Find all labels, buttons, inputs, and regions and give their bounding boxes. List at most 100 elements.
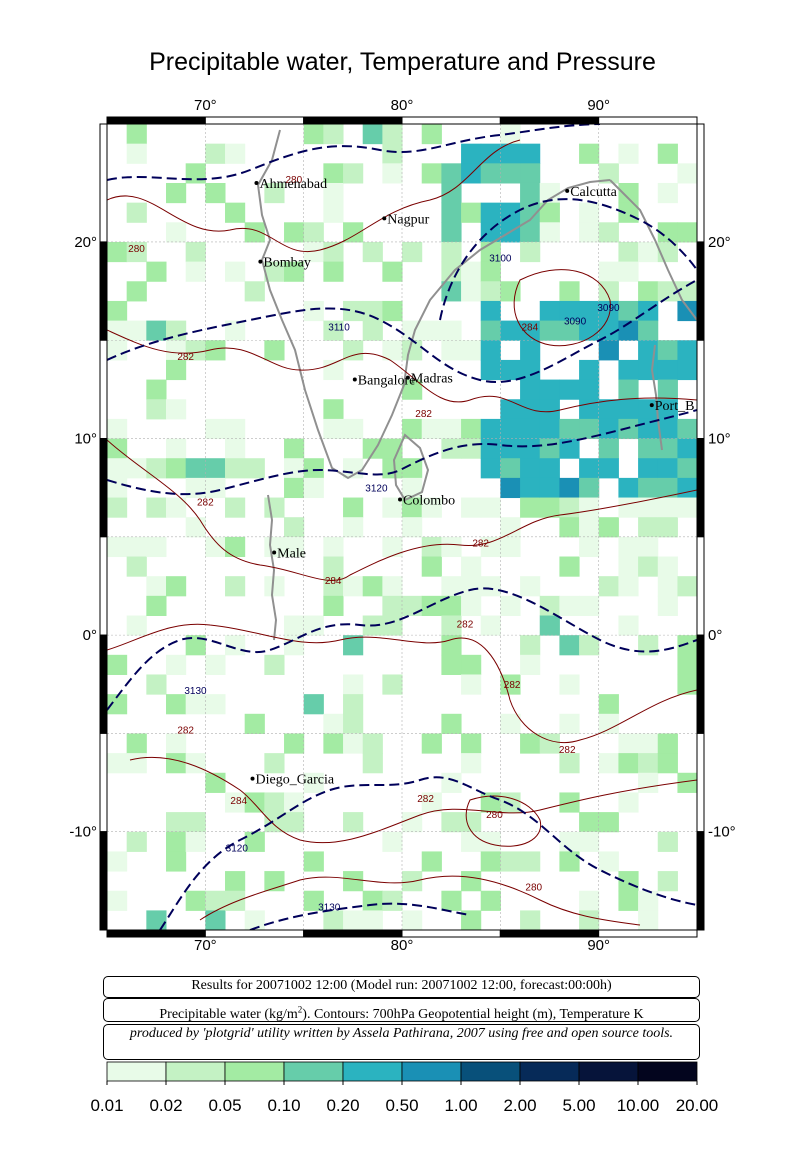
precip-cell [598,576,619,597]
results-text: Results for 20071002 12:00 (Model run: 2… [191,978,612,993]
precip-cell [520,635,541,656]
frame-bar [99,732,108,833]
precip-cell [146,320,167,341]
precip-cell [343,674,364,695]
precip-cell [303,300,324,322]
precip-cell [126,281,147,302]
precip-cell [323,576,344,597]
colorbar-swatch [637,1061,698,1082]
precip-cell [559,635,580,656]
precip-cell [421,320,442,341]
contour-label: 282 [415,409,432,420]
precip-cell [579,536,600,558]
contour-label: 280 [486,810,503,821]
precip-cell [539,477,560,499]
precip-cell [362,733,383,754]
colorbar-swatch [460,1061,521,1082]
precip-cell [441,163,462,184]
contour-label: 282 [504,680,521,691]
colorbar-label: 0.20 [326,1096,359,1115]
colorbar-swatch [578,1061,639,1082]
precip-cell [343,910,364,930]
latitude-label: -10° [69,824,97,841]
precip-cell [126,124,147,145]
precip-cell [657,281,678,302]
frame-bar [401,116,501,125]
contour-label: 280 [525,883,542,894]
precip-cell [461,831,482,852]
precip-cell [264,576,285,597]
precip-cell [480,261,501,282]
precip-cell [343,418,364,440]
precip-cell [126,556,147,577]
precip-cell [362,890,383,911]
frame-scale-bars [99,116,705,938]
precip-cell [500,458,521,479]
precip-cell [323,595,344,616]
precip-cell [441,241,462,263]
precip-cell [107,497,128,518]
credit-box: produced by 'plotgrid' utility written b… [103,1024,700,1060]
precip-cell [107,320,128,341]
precip-cell [205,458,226,479]
precip-cell [343,517,364,538]
city-marker [649,403,654,408]
contour-label: 3110 [328,322,350,333]
city-label: Madras [411,372,453,387]
precip-cell [579,320,600,341]
precip-cell [461,143,482,164]
legend-description-box: Precipitable water (kg/m2). Contours: 70… [103,998,700,1022]
precip-cell [166,576,187,597]
precip-cell [382,615,403,636]
city-label: Bangalore [358,374,416,389]
precip-cell [598,753,619,774]
precip-cell [579,635,600,656]
precip-cell [638,300,659,322]
contour-label: 284 [521,322,538,333]
precip-cell [579,202,600,223]
frame-bar [696,831,705,931]
frame-bar [303,929,403,938]
precip-cell [638,320,659,341]
map-title: Precipitable water, Temperature and Pres… [149,48,656,76]
precip-cell [244,910,265,930]
precip-cell [657,458,678,479]
frame-bar [696,241,705,341]
precip-cell [598,694,619,715]
precip-cell [362,910,383,930]
precip-cell [618,399,639,420]
precip-cell [441,222,462,243]
frame-bar [99,536,108,636]
precip-cell [657,831,678,852]
precip-cell [185,753,206,774]
precip-cell [657,556,678,577]
precip-cell [166,497,187,518]
precip-cell [657,477,678,499]
precip-cell [166,359,187,381]
precip-cell [461,418,482,440]
longitude-label: 80° [391,97,414,114]
precip-cell [146,595,167,616]
precip-cell [303,477,324,499]
precip-cell [146,910,167,930]
contour-label: 284 [325,576,342,587]
colorbar-label: 10.00 [617,1096,660,1115]
precip-cell [185,340,206,361]
frame-bar [99,634,108,734]
precip-cell [677,281,697,302]
city-markers: AhmenabadCalcuttaNagpurBombayBangaloreMa… [250,177,694,788]
frame-bar [696,339,705,440]
precip-cell [638,733,659,754]
precip-cell [441,654,462,675]
precip-cell [520,418,541,440]
precip-cell [520,477,541,499]
precip-cell [559,556,580,577]
precip-cell [421,418,442,440]
contour-label: 282 [417,794,434,805]
precip-cell [520,241,541,263]
precip-cell [579,517,600,538]
city-marker [254,180,259,185]
precip-cell [323,399,344,420]
precip-cell [500,517,521,538]
precip-cell [343,812,364,833]
